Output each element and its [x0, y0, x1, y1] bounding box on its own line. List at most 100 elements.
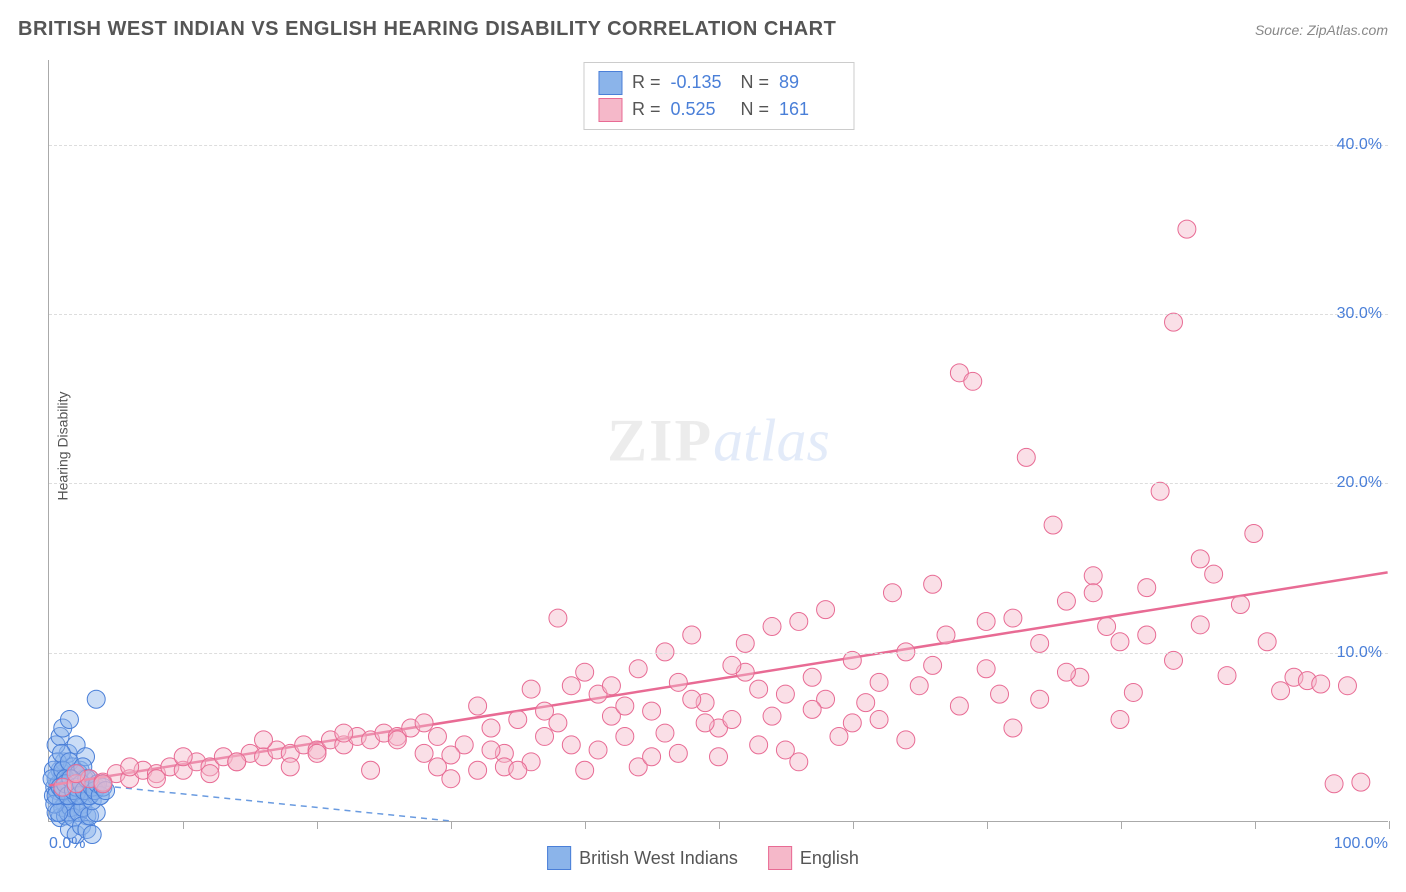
data-point: [67, 765, 85, 783]
x-tick: [451, 821, 452, 829]
data-point: [776, 685, 794, 703]
gridline: [49, 653, 1388, 654]
data-point: [1031, 634, 1049, 652]
data-point: [723, 656, 741, 674]
data-point: [683, 690, 701, 708]
x-min-label: 0.0%: [49, 835, 85, 853]
data-point: [201, 765, 219, 783]
data-point: [1044, 516, 1062, 534]
data-point: [750, 680, 768, 698]
stat-n-value: 161: [779, 96, 839, 123]
data-point: [562, 736, 580, 754]
data-point: [656, 724, 674, 742]
data-point: [388, 731, 406, 749]
data-point: [147, 770, 165, 788]
data-point: [1231, 596, 1249, 614]
data-point: [763, 707, 781, 725]
data-point: [803, 668, 821, 686]
y-tick-label: 40.0%: [1337, 136, 1382, 154]
data-point: [1111, 711, 1129, 729]
data-point: [362, 761, 380, 779]
data-point: [817, 601, 835, 619]
stat-n-label: N =: [741, 69, 770, 96]
series-legend: British West Indians English: [547, 846, 859, 870]
data-point: [1138, 626, 1156, 644]
data-point: [308, 744, 326, 762]
data-point: [1258, 633, 1276, 651]
legend-label: English: [800, 848, 859, 869]
legend-label: British West Indians: [579, 848, 738, 869]
plot-area: ZIPatlas R =-0.135N =89R =0.525N =161 0.…: [48, 60, 1388, 822]
page-title: BRITISH WEST INDIAN VS ENGLISH HEARING D…: [18, 18, 836, 41]
data-point: [83, 826, 101, 844]
y-tick-label: 30.0%: [1337, 305, 1382, 323]
x-tick: [585, 821, 586, 829]
gridline: [49, 314, 1388, 315]
data-point: [60, 711, 78, 729]
data-point: [576, 663, 594, 681]
data-point: [121, 758, 139, 776]
data-point: [549, 609, 567, 627]
data-point: [1084, 567, 1102, 585]
data-point: [910, 677, 928, 695]
data-point: [870, 673, 888, 691]
data-point: [94, 775, 112, 793]
data-point: [710, 748, 728, 766]
data-point: [469, 761, 487, 779]
data-point: [174, 748, 192, 766]
data-point: [924, 656, 942, 674]
gridline: [49, 145, 1388, 146]
data-point: [616, 697, 634, 715]
data-point: [643, 748, 661, 766]
data-point: [950, 697, 968, 715]
data-point: [469, 697, 487, 715]
stats-row: R =-0.135N =89: [598, 69, 839, 96]
x-tick: [719, 821, 720, 829]
data-point: [281, 758, 299, 776]
data-point: [803, 700, 821, 718]
legend-swatch: [598, 71, 622, 95]
data-point: [1004, 719, 1022, 737]
data-point: [228, 753, 246, 771]
legend-swatch: [547, 846, 571, 870]
legend-item: English: [768, 846, 859, 870]
data-point: [562, 677, 580, 695]
stat-n-label: N =: [741, 96, 770, 123]
data-point: [669, 744, 687, 762]
data-point: [482, 719, 500, 737]
data-point: [1057, 592, 1075, 610]
data-point: [643, 702, 661, 720]
data-point: [602, 677, 620, 695]
data-point: [870, 711, 888, 729]
data-point: [1017, 448, 1035, 466]
data-point: [629, 660, 647, 678]
data-point: [1031, 690, 1049, 708]
stat-r-label: R =: [632, 96, 661, 123]
stat-r-label: R =: [632, 69, 661, 96]
data-point: [776, 741, 794, 759]
data-point: [1218, 667, 1236, 685]
data-point: [763, 618, 781, 636]
data-point: [1004, 609, 1022, 627]
data-point: [482, 741, 500, 759]
data-point: [415, 744, 433, 762]
data-point: [335, 724, 353, 742]
data-point: [428, 758, 446, 776]
header: BRITISH WEST INDIAN VS ENGLISH HEARING D…: [0, 0, 1406, 41]
data-point: [549, 714, 567, 732]
data-point: [1165, 651, 1183, 669]
data-point: [1338, 677, 1356, 695]
data-point: [937, 626, 955, 644]
data-point: [255, 731, 273, 749]
data-point: [509, 761, 527, 779]
data-point: [428, 727, 446, 745]
x-tick: [1121, 821, 1122, 829]
data-point: [790, 612, 808, 630]
data-point: [576, 761, 594, 779]
data-point: [1084, 584, 1102, 602]
data-point: [1165, 313, 1183, 331]
data-point: [1138, 579, 1156, 597]
data-point: [589, 741, 607, 759]
data-point: [87, 690, 105, 708]
gridline: [49, 483, 1388, 484]
